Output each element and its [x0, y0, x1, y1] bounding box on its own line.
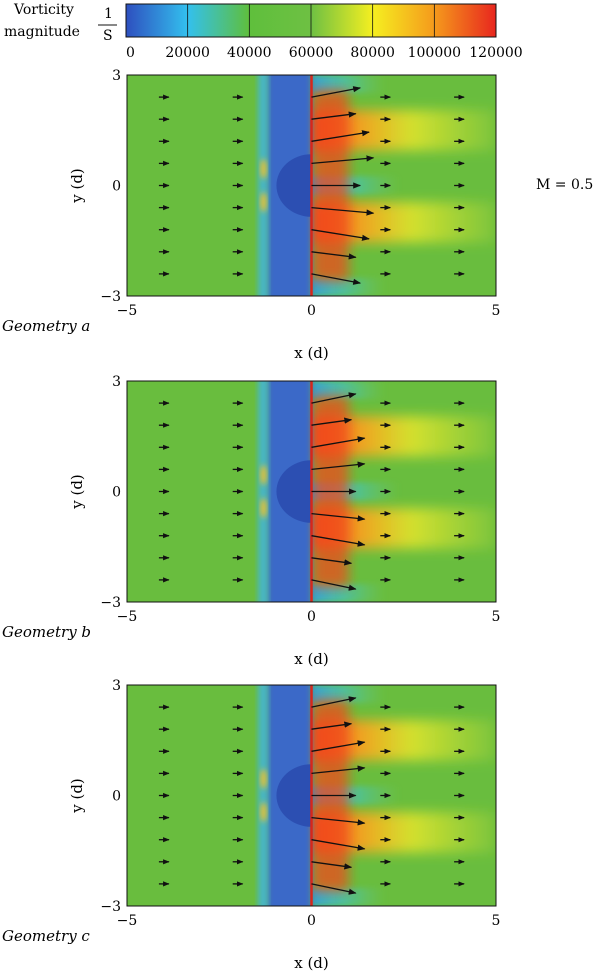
- colorbar-unit-numerator: 1: [104, 6, 113, 22]
- plot-frame: [126, 380, 497, 603]
- y-tick-label: 0: [112, 485, 121, 501]
- wake-velocity-arrow: [311, 461, 366, 471]
- x-tick-label: 5: [492, 303, 501, 319]
- condition-label: M = 0.5: [536, 177, 593, 193]
- wake-velocity-arrow: [311, 721, 353, 730]
- y-tick-label: −3: [100, 899, 121, 915]
- colorbar-label-line1: Vorticity: [13, 2, 74, 18]
- plot-frame: [126, 684, 497, 907]
- panel-caption: Geometry c: [2, 927, 90, 945]
- x-tick-label: 0: [307, 303, 316, 319]
- x-axis-label: x (d): [294, 650, 329, 668]
- vortex-spike: [260, 192, 267, 213]
- shock-edge: [257, 75, 268, 296]
- y-tick-label: −3: [100, 289, 121, 305]
- colorbar-ticks: 0 20000 40000 60000 80000 100000 120000: [126, 4, 523, 61]
- wake-velocity-arrow: [311, 535, 366, 547]
- colorbar-tick-label: 60000: [289, 45, 334, 61]
- vorticity-panel: −5 0 5 3 0 −3 y (d) x (d) Geometry c: [2, 678, 501, 972]
- wake-velocity-arrow: [311, 86, 361, 98]
- wake-velocity-arrow: [311, 839, 366, 851]
- y-axis-label: y (d): [68, 474, 86, 510]
- wake-edge-top: [311, 685, 386, 703]
- x-tick-label: 0: [307, 913, 316, 929]
- vortex-spike: [260, 768, 267, 789]
- y-tick-label: 3: [112, 678, 121, 694]
- wake-velocity-arrow: [311, 740, 366, 752]
- x-tick-label: 5: [492, 609, 501, 625]
- wake-velocity-arrow: [311, 861, 353, 870]
- wake-velocity-arrow: [311, 883, 357, 895]
- x-tick-label: −5: [117, 609, 138, 625]
- body-semicircle: [276, 764, 312, 827]
- wake-velocity-arrow: [311, 206, 375, 216]
- vorticity-panel: −5 0 5 3 0 −3 y (d) x (d) Geometry a: [2, 68, 501, 362]
- vorticity-panel: −5 0 5 3 0 −3 y (d) x (d) Geometry b: [2, 374, 501, 668]
- colorbar-tick-label: 80000: [350, 45, 395, 61]
- wake-edge-bottom: [311, 584, 386, 602]
- vortex-spike: [260, 802, 267, 823]
- wake-edge-bottom: [311, 278, 386, 296]
- wake-velocity-arrow: [311, 130, 370, 142]
- y-tick-label: 0: [112, 789, 121, 805]
- panel-caption: Geometry a: [2, 317, 90, 335]
- y-tick-label: 3: [112, 374, 121, 390]
- wake-velocity-arrow: [311, 816, 366, 826]
- wake-velocity-arrow: [311, 765, 366, 775]
- y-tick-label: 3: [112, 68, 121, 84]
- vortex-spike: [260, 158, 267, 179]
- colorbar-tick-label: 0: [126, 45, 135, 61]
- colorbar-tick-label: 40000: [227, 45, 272, 61]
- wake-velocity-arrow: [311, 579, 357, 591]
- x-tick-label: 5: [492, 913, 501, 929]
- wake-edge-top: [311, 75, 386, 93]
- shock-edge: [257, 685, 268, 906]
- colorbar-unit-denominator: S: [103, 28, 113, 44]
- y-axis-label: y (d): [68, 168, 86, 204]
- shock-edge: [257, 381, 268, 602]
- colorbar-tick-label: 120000: [469, 45, 522, 61]
- vortex-spike: [260, 498, 267, 519]
- vorticity-field: [127, 685, 496, 906]
- x-axis-label: x (d): [294, 954, 329, 972]
- wake-edge-bottom: [311, 888, 386, 906]
- y-tick-label: −3: [100, 595, 121, 611]
- body-semicircle: [276, 154, 312, 217]
- vortex-spike: [260, 464, 267, 485]
- wake-velocity-arrow: [311, 696, 357, 708]
- wake-velocity-arrow: [311, 111, 357, 120]
- x-axis-label: x (d): [294, 344, 329, 362]
- y-tick-label: 0: [112, 179, 121, 195]
- wake-velocity-arrow: [311, 417, 353, 426]
- colorbar-tick-label: 20000: [165, 45, 210, 61]
- y-axis-label: y (d): [68, 778, 86, 814]
- colorbar: Vorticity magnitude 1 S 0 20000 40000 60000…: [4, 2, 523, 61]
- wake-velocity-arrow: [311, 436, 366, 448]
- plot-frame: [126, 74, 497, 297]
- panel-caption: Geometry b: [2, 623, 91, 641]
- wake-velocity-arrow: [311, 512, 366, 522]
- wake-velocity-arrow: [311, 251, 357, 260]
- wake-velocity-arrow: [311, 155, 375, 165]
- wake-edge-top: [311, 381, 386, 399]
- body-semicircle: [276, 460, 312, 523]
- x-tick-label: −5: [117, 303, 138, 319]
- colorbar-label-line2: magnitude: [4, 24, 80, 40]
- wake-velocity-arrow: [311, 273, 361, 285]
- vorticity-field: [127, 75, 496, 296]
- wake-velocity-arrow: [311, 229, 370, 241]
- wake-velocity-arrow: [311, 557, 353, 566]
- x-tick-label: 0: [307, 609, 316, 625]
- colorbar-tick-label: 100000: [408, 45, 461, 61]
- wake-velocity-arrow: [311, 392, 357, 404]
- x-tick-label: −5: [117, 913, 138, 929]
